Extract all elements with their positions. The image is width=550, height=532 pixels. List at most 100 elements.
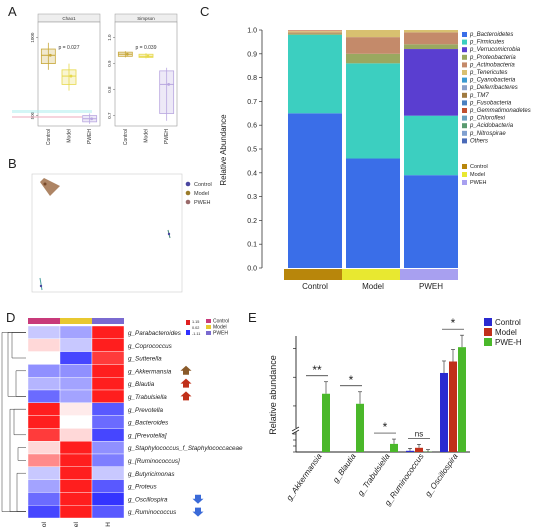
- heatmap-cell: [28, 364, 60, 377]
- legend-swatch: [462, 40, 467, 45]
- colorbar-label: 0.02: [192, 326, 199, 330]
- legend-label: PWEH: [194, 200, 211, 206]
- heatmap-cell: [60, 339, 92, 352]
- heatmap-cell: [60, 416, 92, 429]
- bar: [458, 347, 466, 452]
- group-legend-swatch: [206, 325, 211, 329]
- category-label: g_Akkermansia: [285, 452, 324, 503]
- row-label: g_Trabulsiella: [128, 394, 167, 401]
- stack-segment: [288, 34, 342, 35]
- heatmap-cell: [92, 377, 124, 390]
- legend-label: Control: [495, 318, 521, 327]
- heatmap-cell: [60, 454, 92, 467]
- row-label: g_Staphylococcus_f_Staphylococcaceae: [128, 445, 243, 452]
- heatmap-cell: [60, 467, 92, 480]
- y-tick-label: 1000: [30, 32, 35, 43]
- point-pweh: [168, 233, 170, 235]
- category-label: g_Ruminococcus: [383, 452, 426, 507]
- row-label: g_Blautia: [128, 381, 155, 388]
- legend-marker: [186, 191, 191, 196]
- panel-letter-c: C: [200, 4, 209, 19]
- heatmap-cell: [92, 454, 124, 467]
- heatmap-cell: [28, 416, 60, 429]
- category-label: Control: [123, 129, 129, 145]
- category-strip: [284, 269, 342, 280]
- legend-swatch: [462, 138, 467, 143]
- category-label: Control: [302, 282, 328, 291]
- category-label: Model: [362, 282, 384, 291]
- heatmap-cell: [92, 492, 124, 505]
- heatmap-cell: [60, 326, 92, 339]
- stack-segment: [404, 30, 458, 32]
- legend-label: p_Deferribacteres: [469, 85, 518, 91]
- heatmap-cell: [60, 377, 92, 390]
- row-label: g_Parabacteroides: [128, 330, 182, 337]
- y-axis-label: Relative Abundance: [219, 114, 228, 186]
- heatmap-cell: [28, 377, 60, 390]
- legend-marker: [186, 200, 191, 205]
- legend-label: p_Proteobacteria: [469, 55, 516, 61]
- column-label: Control: [41, 521, 48, 527]
- significance-label: ns: [415, 429, 423, 438]
- legend-swatch: [462, 47, 467, 52]
- row-label: g_Oscillospira: [128, 496, 168, 503]
- y-tick-label: 0.8: [107, 86, 112, 93]
- stack-segment: [346, 159, 400, 268]
- stack-segment: [404, 44, 458, 49]
- legend-label: PWE-H: [495, 338, 522, 347]
- arrow-down-icon: [193, 508, 204, 517]
- row-label: g_[Prevotella]: [128, 432, 167, 439]
- heatmap-cell: [60, 505, 92, 518]
- stack-segment: [346, 63, 400, 158]
- row-label: g_Coprococcus: [128, 343, 173, 350]
- dendrogram-branch: [12, 332, 26, 358]
- y-tick-label: 1.0: [107, 34, 112, 41]
- colorbar-label: -1.11: [192, 332, 200, 336]
- heatmap-cell: [92, 480, 124, 493]
- y-tick-label: 0.7: [247, 99, 257, 106]
- stack-segment: [288, 30, 342, 31]
- group-legend-label: PWEH: [213, 331, 228, 337]
- legend-swatch: [462, 100, 467, 105]
- legend-label: Model: [194, 191, 209, 197]
- group-legend-swatch: [462, 172, 467, 177]
- bar: [440, 373, 448, 452]
- legend-label: p_Bacteroidetes: [469, 32, 513, 38]
- arrow-up-icon: [181, 391, 192, 400]
- legend-label: p_Actinobacteria: [469, 62, 515, 68]
- bar: [415, 448, 423, 452]
- group-legend-swatch: [462, 164, 467, 169]
- stack-segment: [288, 35, 342, 114]
- heatmap-cell: [28, 352, 60, 365]
- box-point: [49, 54, 52, 57]
- heatmap-cell: [92, 505, 124, 518]
- stack-segment: [404, 175, 458, 268]
- column-group-strip: [28, 318, 60, 324]
- heatmap-cell: [28, 403, 60, 416]
- subplot-title: Chao1: [62, 16, 76, 21]
- y-tick-label: 0.9: [247, 51, 257, 58]
- heatmap-cell: [60, 441, 92, 454]
- legend-label: p_Verrucomicrobia: [469, 47, 521, 53]
- box-point: [90, 117, 93, 120]
- row-label: g_Akkermansia: [128, 368, 172, 375]
- heatmap-cell: [28, 390, 60, 403]
- box: [62, 70, 76, 85]
- heatmap-cell: [92, 326, 124, 339]
- significance-label: *: [383, 420, 388, 434]
- stack-segment: [346, 54, 400, 64]
- heatmap-cell: [60, 480, 92, 493]
- category-label: g_Trabulsiella: [356, 452, 392, 498]
- stack-segment: [404, 116, 458, 175]
- legend-label: p_Gemmatimonadetes: [469, 108, 531, 114]
- heatmap-cell: [60, 428, 92, 441]
- legend-swatch: [462, 108, 467, 113]
- legend-swatch: [462, 131, 467, 136]
- group-legend-swatch: [462, 180, 467, 185]
- p-value: p = 0.039: [136, 45, 157, 51]
- stack-segment: [346, 30, 400, 37]
- category-strip: [400, 269, 458, 280]
- row-label: g_Bacteroides: [128, 420, 169, 427]
